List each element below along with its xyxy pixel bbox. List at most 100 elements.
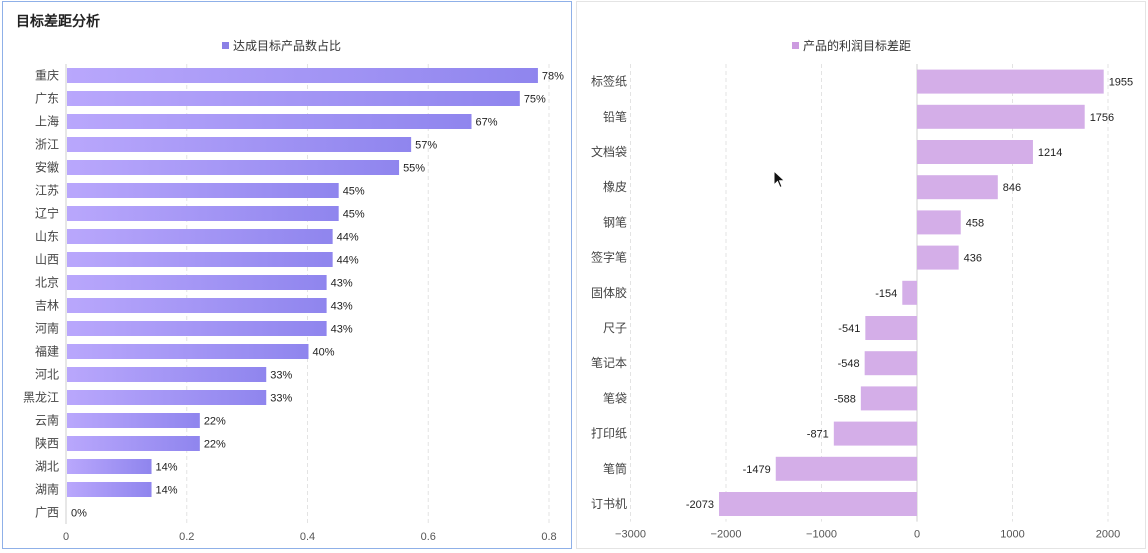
bar[interactable] xyxy=(775,456,917,481)
bar[interactable] xyxy=(865,316,917,340)
x-tick-label: 0 xyxy=(63,531,69,543)
data-label: 1756 xyxy=(1090,112,1114,124)
bar[interactable] xyxy=(833,421,917,446)
category-label: 云南 xyxy=(35,413,59,428)
data-label: -541 xyxy=(838,323,860,335)
x-tick-label: 0 xyxy=(914,529,920,541)
category-label: 陕西 xyxy=(35,436,59,451)
bar[interactable] xyxy=(67,183,339,198)
bar[interactable] xyxy=(860,386,917,411)
chart-legend[interactable]: 产品的利润目标差距 xyxy=(792,38,911,53)
legend-label: 产品的利润目标差距 xyxy=(803,38,911,53)
category-label: 签字笔 xyxy=(591,250,627,265)
x-tick-label: −1000 xyxy=(806,529,837,541)
data-label: 44% xyxy=(337,255,359,267)
bar[interactable] xyxy=(67,137,412,152)
bar[interactable] xyxy=(67,68,538,83)
legend-marker xyxy=(222,42,229,49)
data-label: 43% xyxy=(331,278,353,290)
bar[interactable] xyxy=(67,390,267,405)
data-label: 57% xyxy=(415,140,437,152)
category-label: 笔记本 xyxy=(591,355,627,370)
category-label: 北京 xyxy=(35,276,59,290)
bar[interactable] xyxy=(902,280,917,305)
bar[interactable] xyxy=(67,344,309,359)
bar[interactable] xyxy=(67,160,400,175)
chart-legend[interactable]: 达成目标产品数占比 xyxy=(222,38,341,53)
category-label: 广西 xyxy=(35,506,59,520)
x-tick-label: 0.8 xyxy=(541,531,556,543)
category-label: 吉林 xyxy=(35,299,59,313)
bar[interactable] xyxy=(917,175,998,200)
category-label: 湖北 xyxy=(35,459,59,474)
category-label: 山西 xyxy=(35,253,59,267)
category-label: 湖南 xyxy=(35,482,59,497)
data-label: -2073 xyxy=(686,499,714,511)
category-label: 河北 xyxy=(35,368,59,382)
x-tick-label: −3000 xyxy=(615,529,646,541)
category-label: 重庆 xyxy=(35,69,59,83)
data-label: 55% xyxy=(403,163,425,175)
bar[interactable] xyxy=(67,482,152,497)
data-label: 436 xyxy=(964,253,982,265)
category-label: 铅笔 xyxy=(603,109,627,124)
category-label: 笔筒 xyxy=(603,461,627,476)
bar[interactable] xyxy=(67,252,333,267)
category-label: 山东 xyxy=(35,230,59,244)
category-label: 固体胶 xyxy=(591,285,627,300)
bar[interactable] xyxy=(917,69,1104,94)
bar[interactable] xyxy=(917,210,961,235)
category-label: 尺子 xyxy=(603,321,627,335)
category-label: 安徽 xyxy=(35,160,59,175)
data-label: -548 xyxy=(838,358,860,370)
data-label: 44% xyxy=(337,232,359,244)
category-label: 浙江 xyxy=(35,138,59,152)
bar[interactable] xyxy=(67,367,267,382)
category-label: 订书机 xyxy=(591,497,627,511)
category-label: 笔袋 xyxy=(603,390,627,405)
category-label: 打印纸 xyxy=(591,427,627,441)
data-label: 67% xyxy=(476,117,498,129)
data-label: -871 xyxy=(807,429,829,441)
bar[interactable] xyxy=(917,140,1033,164)
data-label: -1479 xyxy=(743,464,771,476)
bar[interactable] xyxy=(67,206,339,221)
category-label: 辽宁 xyxy=(35,206,59,221)
bar[interactable] xyxy=(719,492,917,516)
completion-rate-chart: 重庆广东上海浙江安徽江苏辽宁山东山西北京吉林河南福建河北黑龙江云南陕西湖北湖南广… xyxy=(23,38,564,543)
data-label: 45% xyxy=(343,209,365,221)
data-label: 1214 xyxy=(1038,147,1062,159)
data-label: 43% xyxy=(331,301,353,313)
bar[interactable] xyxy=(67,298,327,313)
bar[interactable] xyxy=(67,91,520,106)
mouse-cursor-icon xyxy=(773,170,786,189)
category-label: 福建 xyxy=(35,344,59,359)
bar[interactable] xyxy=(917,245,959,270)
bar[interactable] xyxy=(67,459,152,474)
data-label: 22% xyxy=(204,439,226,451)
category-label: 江苏 xyxy=(35,184,59,198)
bar[interactable] xyxy=(864,351,917,376)
data-label: 75% xyxy=(524,94,546,106)
bar[interactable] xyxy=(67,321,327,336)
x-tick-label: 1000 xyxy=(1000,529,1024,541)
category-label: 标签纸 xyxy=(591,74,627,89)
data-label: 22% xyxy=(204,416,226,428)
bar[interactable] xyxy=(67,436,200,451)
bar[interactable] xyxy=(67,275,327,290)
panel-title: 目标差距分析 xyxy=(16,13,100,29)
category-label: 钢笔 xyxy=(603,214,627,229)
category-label: 上海 xyxy=(35,114,59,129)
bar[interactable] xyxy=(67,229,333,244)
data-label: 14% xyxy=(156,462,178,474)
data-label: 78% xyxy=(542,71,564,83)
bar[interactable] xyxy=(917,104,1085,129)
bar[interactable] xyxy=(67,413,200,428)
data-label: 0% xyxy=(71,508,87,520)
bar[interactable] xyxy=(67,114,472,129)
target-gap-panel: 目标差距分析 重庆 广东 上海 浙江 安徽 江苏 辽宁 山东 山西 北京 吉林 河南 福建 河北 黑龙江 云南… xyxy=(2,1,572,549)
category-label: 河南 xyxy=(35,321,59,336)
x-tick-label: 0.4 xyxy=(300,531,315,543)
data-label: 1955 xyxy=(1109,77,1133,89)
